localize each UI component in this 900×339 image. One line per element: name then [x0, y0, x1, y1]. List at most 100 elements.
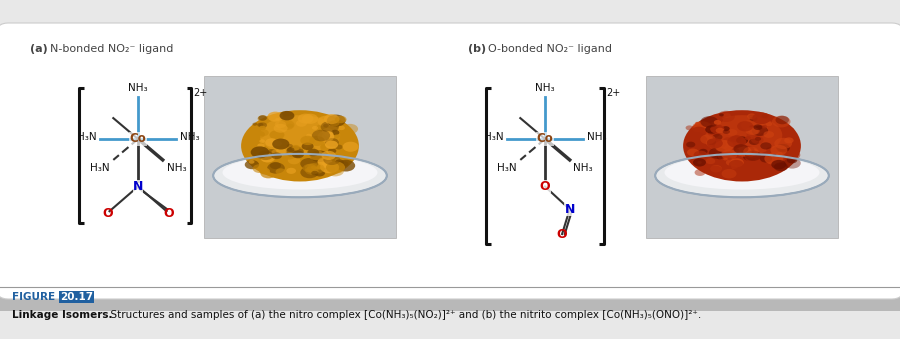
Ellipse shape: [323, 154, 340, 165]
Ellipse shape: [730, 158, 743, 167]
Ellipse shape: [777, 152, 783, 156]
Text: O: O: [163, 207, 174, 220]
Ellipse shape: [278, 120, 294, 130]
Ellipse shape: [292, 151, 304, 158]
Ellipse shape: [784, 158, 801, 168]
Ellipse shape: [706, 158, 716, 164]
Ellipse shape: [246, 134, 260, 143]
Ellipse shape: [306, 146, 316, 153]
Ellipse shape: [317, 137, 324, 142]
Text: O: O: [540, 180, 550, 193]
Ellipse shape: [734, 144, 749, 154]
Ellipse shape: [253, 164, 266, 173]
Ellipse shape: [272, 139, 290, 149]
Ellipse shape: [325, 138, 339, 147]
Ellipse shape: [322, 164, 328, 168]
Ellipse shape: [309, 136, 325, 146]
Text: O: O: [103, 207, 112, 220]
Ellipse shape: [755, 130, 762, 135]
Ellipse shape: [772, 116, 790, 127]
Ellipse shape: [771, 160, 787, 170]
Ellipse shape: [311, 151, 317, 154]
Ellipse shape: [751, 138, 759, 143]
Ellipse shape: [743, 153, 755, 161]
Ellipse shape: [320, 162, 325, 165]
Ellipse shape: [257, 143, 265, 148]
Ellipse shape: [726, 159, 736, 166]
Text: Structures and samples of (a) the nitro complex [Co(NH₃)₅(NO₂)]²⁺ and (b) the ni: Structures and samples of (a) the nitro …: [104, 310, 701, 320]
Ellipse shape: [318, 116, 335, 127]
Ellipse shape: [259, 126, 266, 130]
Ellipse shape: [254, 131, 265, 138]
Ellipse shape: [257, 123, 264, 127]
Ellipse shape: [787, 157, 797, 163]
Ellipse shape: [324, 114, 339, 124]
Ellipse shape: [691, 127, 707, 137]
Ellipse shape: [262, 152, 275, 160]
Ellipse shape: [787, 127, 795, 133]
Ellipse shape: [318, 131, 334, 142]
Ellipse shape: [774, 162, 788, 171]
Ellipse shape: [321, 151, 336, 160]
Ellipse shape: [338, 126, 345, 130]
Ellipse shape: [260, 168, 276, 178]
Ellipse shape: [342, 124, 358, 134]
Ellipse shape: [763, 131, 774, 138]
Ellipse shape: [335, 144, 343, 149]
Ellipse shape: [724, 146, 740, 157]
Ellipse shape: [694, 151, 707, 160]
Ellipse shape: [707, 139, 716, 145]
Ellipse shape: [343, 142, 358, 152]
Ellipse shape: [267, 112, 284, 122]
Ellipse shape: [267, 162, 284, 174]
Ellipse shape: [337, 160, 356, 172]
Ellipse shape: [301, 166, 319, 178]
Ellipse shape: [717, 156, 723, 159]
Ellipse shape: [267, 149, 276, 155]
Ellipse shape: [324, 165, 336, 173]
Ellipse shape: [308, 149, 320, 156]
Ellipse shape: [690, 133, 705, 141]
Ellipse shape: [761, 114, 768, 118]
Text: (a): (a): [30, 44, 48, 54]
Ellipse shape: [723, 129, 730, 134]
Ellipse shape: [304, 163, 320, 173]
Ellipse shape: [286, 146, 304, 158]
Ellipse shape: [712, 139, 726, 148]
FancyBboxPatch shape: [0, 23, 900, 299]
Ellipse shape: [258, 129, 269, 136]
Ellipse shape: [761, 125, 767, 128]
Ellipse shape: [312, 126, 318, 130]
Ellipse shape: [745, 151, 761, 161]
Ellipse shape: [288, 156, 301, 164]
Ellipse shape: [318, 157, 332, 166]
Ellipse shape: [298, 114, 313, 124]
Ellipse shape: [302, 164, 316, 173]
Ellipse shape: [316, 124, 327, 131]
Ellipse shape: [320, 142, 338, 153]
Ellipse shape: [706, 138, 723, 148]
Ellipse shape: [777, 144, 790, 153]
Ellipse shape: [708, 129, 721, 137]
Text: NH₃: NH₃: [166, 163, 186, 173]
Text: N-bonded NO₂⁻ ligand: N-bonded NO₂⁻ ligand: [50, 44, 174, 54]
Text: 2+: 2+: [194, 88, 207, 98]
Ellipse shape: [731, 164, 738, 169]
Ellipse shape: [724, 137, 733, 143]
Ellipse shape: [321, 133, 334, 140]
Ellipse shape: [687, 148, 699, 156]
Ellipse shape: [328, 148, 337, 154]
Text: 20.17: 20.17: [60, 292, 93, 302]
Ellipse shape: [308, 150, 324, 160]
Ellipse shape: [717, 111, 735, 122]
Ellipse shape: [280, 111, 294, 120]
Ellipse shape: [700, 116, 718, 127]
Ellipse shape: [341, 159, 346, 162]
Ellipse shape: [335, 116, 346, 123]
Ellipse shape: [327, 132, 342, 141]
Text: N: N: [133, 180, 143, 193]
Text: NH₃: NH₃: [128, 83, 148, 94]
Ellipse shape: [274, 124, 288, 133]
Ellipse shape: [266, 138, 278, 147]
Ellipse shape: [699, 149, 707, 154]
